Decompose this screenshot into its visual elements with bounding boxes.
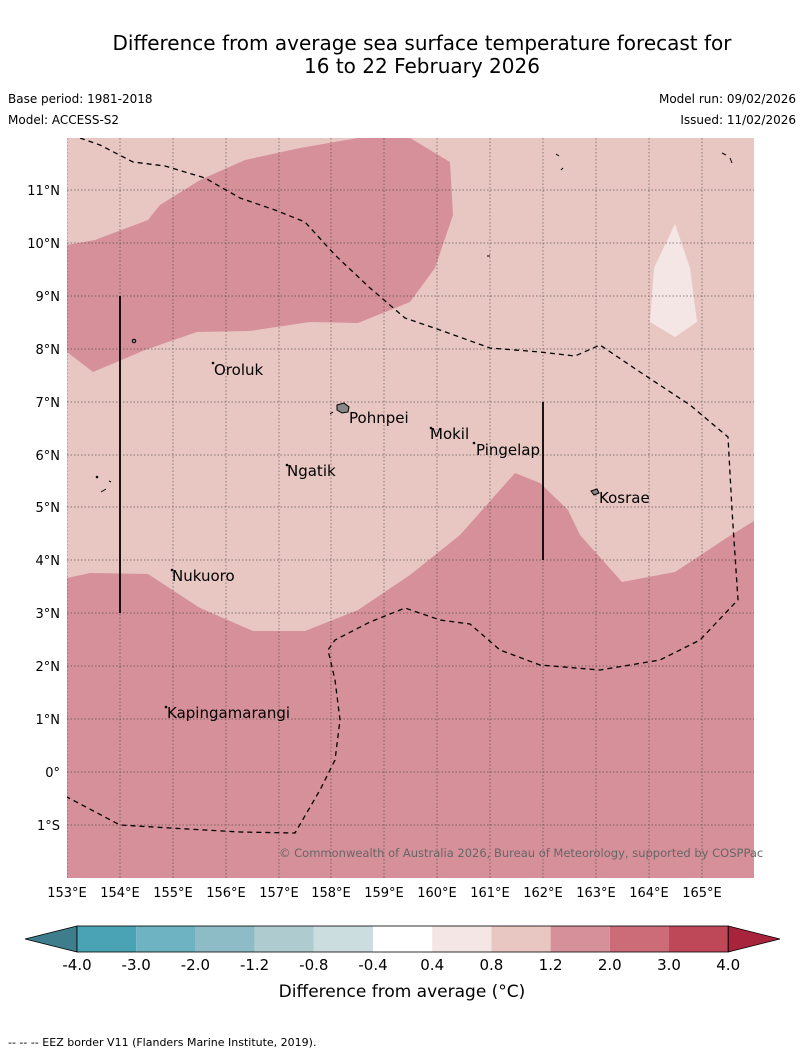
lat-label: 6°N [36,449,61,464]
place-label: Ngatik [287,462,336,480]
colorbar-segment [136,926,196,952]
anomaly-region-north-1.2-2.0 [67,138,453,372]
place-labels: Oroluk Pohnpei Mokil Pingelap Ngatik Kos… [167,361,650,722]
colorbar-segment [432,926,492,952]
place-label: Kosrae [599,489,650,507]
map-plot-area [67,138,754,878]
issued-date: Issued: 11/02/2026 [680,113,796,127]
place-label: Oroluk [214,361,263,379]
base-period: Base period: 1981-2018 [8,92,153,106]
colorbar-segment [373,926,433,952]
lon-label: 164°E [629,886,669,901]
islet [131,338,137,344]
colorbar-tick-label: -3.0 [122,956,151,974]
place-label: Kapingamarangi [167,704,290,722]
colorbar-tick-label: 0.4 [420,956,444,974]
latitude-labels: 11°N 10°N 9°N 8°N 7°N 6°N 5°N 4°N 3°N 2°… [27,184,60,834]
lat-label: 1°N [36,713,61,728]
lon-label: 163°E [576,886,616,901]
lat-label: 5°N [36,501,61,516]
colorbar-segment [609,926,669,952]
colorbar-tick-label: -1.2 [240,956,269,974]
anomaly-region-south-1.2-2.0 [67,473,754,878]
eez-footnote: -- -- -- EEZ border V11 (Flanders Marine… [8,1036,317,1049]
lon-label: 165°E [682,886,722,901]
lon-label: 159°E [364,886,404,901]
colorbar-segment [195,926,255,952]
lat-label: 2°N [36,660,61,675]
lat-label: 3°N [36,607,61,622]
place-label: Mokil [430,425,469,443]
lat-label: 1°S [37,819,60,834]
colorbar-extend-high [727,925,781,953]
lon-label: 156°E [206,886,246,901]
colorbar-tick-label: -2.0 [181,956,210,974]
lon-label: 157°E [259,886,299,901]
colorbar-segment [77,926,137,952]
model-run-date: Model run: 09/02/2026 [658,92,796,106]
place-label: Nukuoro [172,567,235,585]
place-label: Pohnpei [349,409,409,427]
colorbar-frame [76,925,729,953]
anomaly-region-0.4-0.8 [650,224,697,337]
pohnpei-island [336,402,350,414]
colorbar-segment [550,926,610,952]
colorbar-tick-label: 0.8 [479,956,503,974]
colorbar-segment [254,926,314,952]
colorbar-extend-low [24,925,78,953]
lat-label: 7°N [36,396,61,411]
copyright-note: © Commonwealth of Australia 2026, Bureau… [279,846,763,860]
lon-label: 162°E [523,886,563,901]
colorbar-tick-label: -0.8 [299,956,328,974]
colorbar-segment [313,926,373,952]
lon-label: 160°E [417,886,457,901]
title-line-1: Difference from average sea surface temp… [112,31,732,55]
place-label: Pingelap [476,441,540,459]
model-name: Model: ACCESS-S2 [8,113,120,127]
title-line-2: 16 to 22 February 2026 [304,54,540,78]
colorbar-tick-label: 1.2 [539,956,563,974]
colorbar-label: Difference from average (°C) [279,982,526,1002]
colorbar-segment [669,926,729,952]
lon-label: 158°E [311,886,351,901]
eez-border [67,138,739,834]
lat-label: 10°N [27,237,60,252]
colorbar-segment [491,926,551,952]
colorbar-tick-label: 3.0 [657,956,681,974]
longitude-labels: 153°E 154°E 155°E 156°E 157°E 158°E 159°… [47,886,722,901]
colorbar-tick-label: 4.0 [716,956,740,974]
lat-label: 8°N [36,343,61,358]
map-title: Difference from average sea surface temp… [0,32,804,78]
lat-label: 11°N [27,184,60,199]
lon-label: 153°E [47,886,87,901]
colorbar-tick-label: -4.0 [62,956,91,974]
graticule [67,138,754,878]
lat-label: 9°N [36,290,61,305]
kosrae-island [590,488,600,496]
lon-label: 161°E [470,886,510,901]
lat-label: 4°N [36,554,61,569]
colorbar-tick-label: -0.4 [358,956,387,974]
colorbar: -4.0 -3.0 -2.0 -1.2 -0.8 -0.4 0.4 0.8 1.2 2.0 3.0 4… [24,925,781,1002]
colorbar-tick-label: 2.0 [598,956,622,974]
islands [95,152,733,709]
lon-label: 154°E [100,886,140,901]
lon-label: 155°E [153,886,193,901]
lat-label: 0° [45,766,60,781]
